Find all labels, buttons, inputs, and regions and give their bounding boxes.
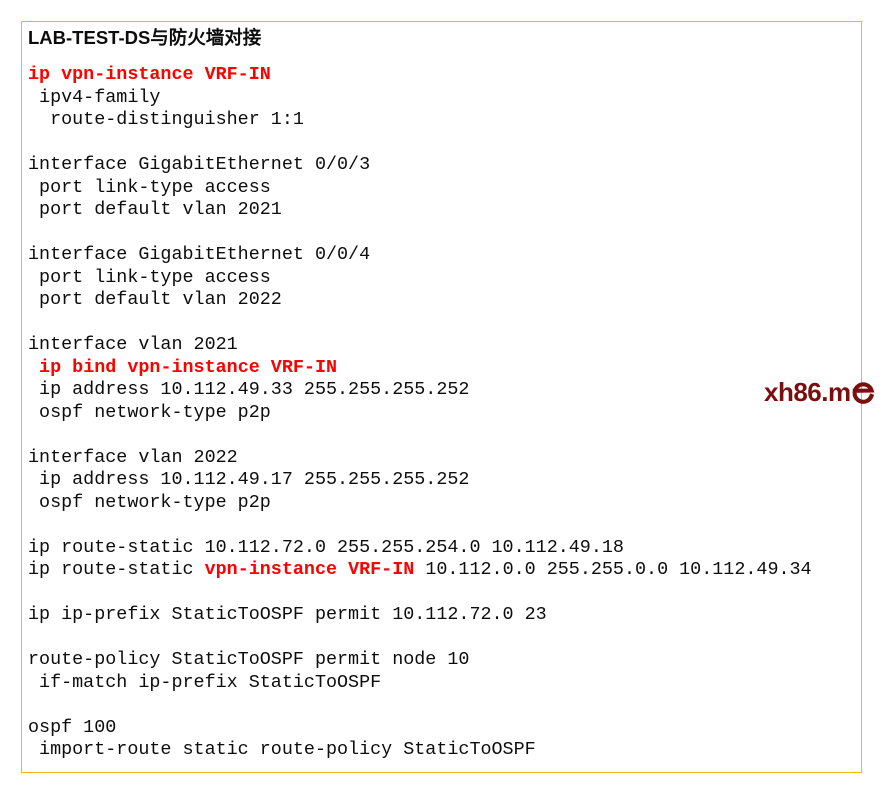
svg-text:xh86.m: xh86.m — [764, 377, 851, 407]
